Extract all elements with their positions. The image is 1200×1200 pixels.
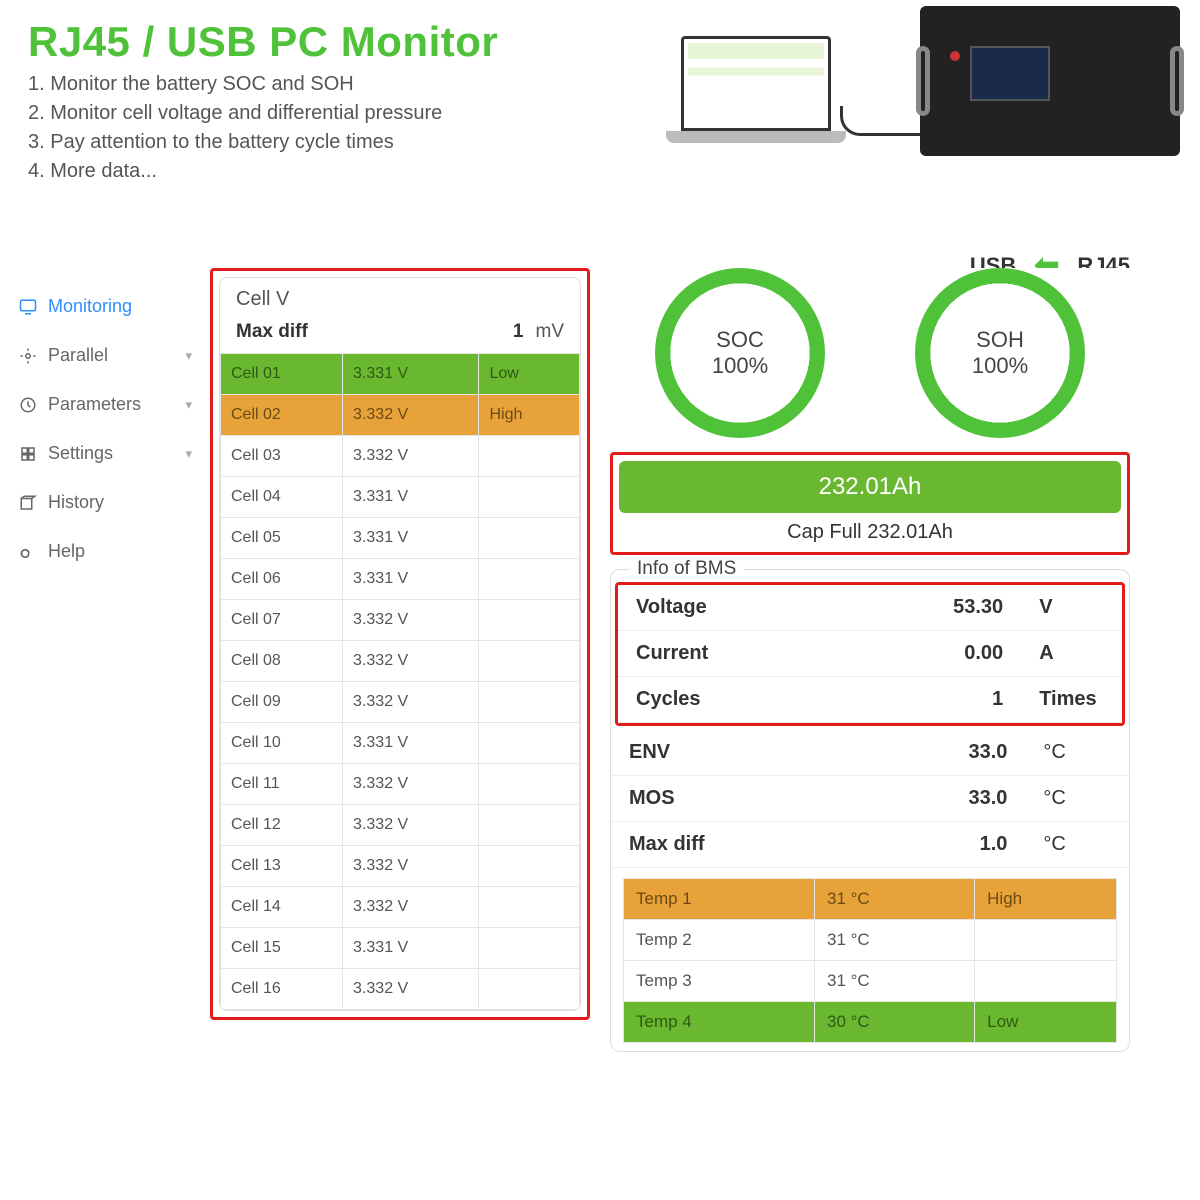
sidebar-item-history[interactable]: History (18, 478, 210, 527)
temp-row: Temp 331 °C (624, 961, 1117, 1002)
feature-line: 4. More data... (28, 157, 1172, 186)
bms-card: Info of BMS Voltage53.30VCurrent0.00ACyc… (610, 569, 1130, 1052)
bms-row: Voltage53.30V (618, 585, 1122, 631)
sidebar-item-settings[interactable]: Settings ▾ (18, 429, 210, 478)
cell-row: Cell 133.332 V (221, 846, 580, 887)
maxdiff-label: Max diff (236, 321, 308, 343)
soc-label: SOC (716, 327, 764, 353)
cap-full-label: Cap Full (787, 521, 861, 543)
bms-row: Current0.00A (618, 631, 1122, 677)
cell-row: Cell 123.332 V (221, 805, 580, 846)
bms-highlight: Voltage53.30VCurrent0.00ACycles1Times (615, 582, 1125, 726)
cellv-title: Cell V (220, 278, 580, 315)
bms-row: ENV33.0°C (611, 730, 1129, 776)
temp-row: Temp 430 °CLow (624, 1002, 1117, 1043)
cell-row: Cell 063.331 V (221, 559, 580, 600)
temp-row: Temp 131 °CHigh (624, 879, 1117, 920)
parameters-icon (18, 396, 38, 414)
sidebar-item-monitoring[interactable]: Monitoring (18, 282, 210, 331)
chevron-down-icon: ▾ (185, 348, 192, 364)
bms-row: Cycles1Times (618, 677, 1122, 723)
cell-row: Cell 103.331 V (221, 723, 580, 764)
sidebar-item-help[interactable]: Help (18, 527, 210, 576)
cell-table: Cell 013.331 VLow Cell 023.332 VHigh Cel… (220, 353, 580, 1010)
capacity-highlight: 232.01Ah Cap Full 232.01Ah (610, 452, 1130, 555)
cell-row: Cell 083.332 V (221, 641, 580, 682)
bms-title: Info of BMS (629, 558, 744, 580)
cell-row: Cell 053.331 V (221, 518, 580, 559)
soh-ring: SOH 100% (915, 268, 1085, 438)
hero-illustration (666, 6, 1180, 156)
sidebar-item-label: Monitoring (48, 296, 132, 317)
settings-icon (18, 445, 38, 463)
sidebar-item-parallel[interactable]: Parallel ▾ (18, 331, 210, 380)
cell-row: Cell 153.331 V (221, 928, 580, 969)
cell-row: Cell 113.332 V (221, 764, 580, 805)
cell-row: Cell 033.332 V (221, 436, 580, 477)
bms-row: MOS33.0°C (611, 776, 1129, 822)
cap-full-value: 232.01Ah (867, 521, 953, 543)
temp-row: Temp 231 °C (624, 920, 1117, 961)
sidebar-item-label: Settings (48, 443, 113, 464)
sidebar-item-label: Help (48, 541, 85, 562)
sidebar-item-parameters[interactable]: Parameters ▾ (18, 380, 210, 429)
sidebar: Monitoring Parallel ▾ Parameters ▾ Setti… (0, 268, 210, 1200)
chevron-down-icon: ▾ (185, 446, 192, 462)
soh-label: SOH (976, 327, 1024, 353)
chevron-down-icon: ▾ (185, 397, 192, 413)
help-icon (18, 543, 38, 561)
soc-ring: SOC 100% (655, 268, 825, 438)
monitoring-icon (18, 298, 38, 316)
sidebar-item-label: Parameters (48, 394, 141, 415)
capacity-value: 232.01Ah (619, 461, 1121, 513)
maxdiff-value: 1 (513, 321, 524, 342)
parallel-icon (18, 347, 38, 365)
cell-row: Cell 163.332 V (221, 969, 580, 1010)
sidebar-item-label: Parallel (48, 345, 108, 366)
cell-row: Cell 093.332 V (221, 682, 580, 723)
cell-row: Cell 013.331 VLow (221, 354, 580, 395)
cell-row: Cell 043.331 V (221, 477, 580, 518)
sidebar-item-label: History (48, 492, 104, 513)
bms-row: Max diff1.0°C (611, 822, 1129, 868)
cell-row: Cell 023.332 VHigh (221, 395, 580, 436)
soc-value: 100% (712, 353, 768, 379)
soh-value: 100% (972, 353, 1028, 379)
maxdiff-unit: mV (536, 321, 565, 342)
history-icon (18, 494, 38, 512)
cell-row: Cell 143.332 V (221, 887, 580, 928)
cell-row: Cell 073.332 V (221, 600, 580, 641)
temp-table: Temp 131 °CHigh Temp 231 °C Temp 331 °C … (623, 878, 1117, 1043)
cell-voltage-highlight: Cell V Max diff 1 mV Cell 013.331 VLow Ce… (210, 268, 590, 1020)
